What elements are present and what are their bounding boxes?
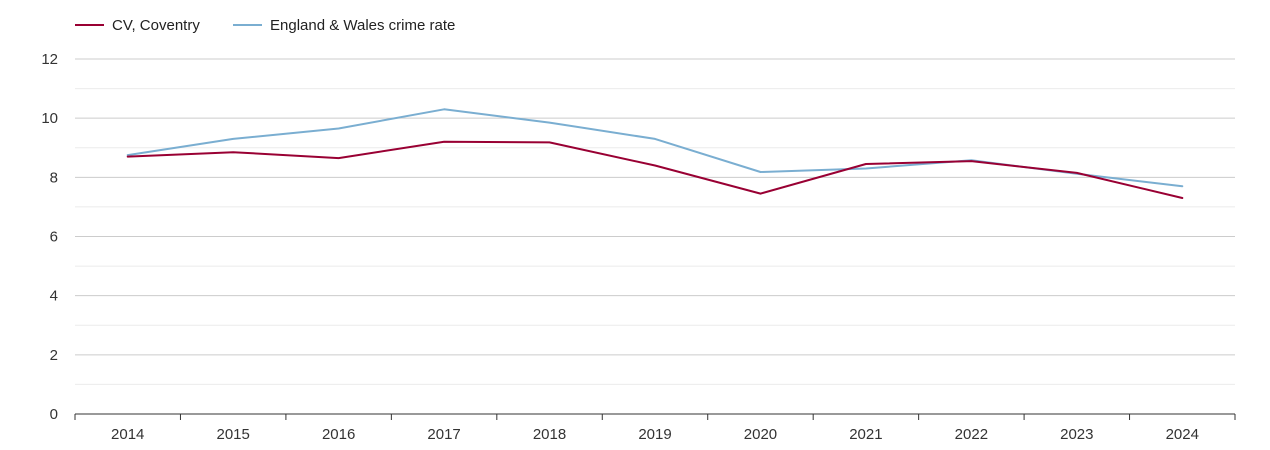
y-tick-label: 8 (50, 169, 58, 186)
legend-item-coventry: CV, Coventry (75, 17, 200, 34)
x-tick-label: 2022 (955, 426, 988, 443)
x-tick-label: 2016 (322, 426, 355, 443)
x-tick-label: 2020 (744, 426, 777, 443)
x-tick-label: 2021 (849, 426, 882, 443)
y-tick-label: 12 (41, 51, 58, 68)
legend-item-england-wales: England & Wales crime rate (233, 17, 455, 34)
grid (75, 58, 1235, 385)
x-tick-label: 2019 (638, 426, 671, 443)
x-tick-label: 2017 (427, 426, 460, 443)
y-tick-label: 2 (50, 347, 58, 364)
x-tick-label: 2024 (1166, 426, 1199, 443)
y-axis: 0 2 4 6 8 10 12 (41, 51, 58, 423)
y-tick-label: 6 (50, 229, 58, 246)
series-line-coventry (126, 140, 1184, 199)
x-tick-label: 2023 (1060, 426, 1093, 443)
x-tick-label: 2015 (216, 426, 249, 443)
legend-label-coventry: CV, Coventry (112, 17, 200, 34)
y-tick-label: 0 (50, 406, 58, 423)
legend-label-england-wales: England & Wales crime rate (270, 17, 455, 34)
y-tick-label: 10 (41, 110, 58, 127)
x-axis: 2014 2015 2016 2017 2018 2019 2020 2021 2022 2023… (74, 413, 1236, 443)
x-tick-label: 2014 (111, 426, 144, 443)
x-tick-label: 2018 (533, 426, 566, 443)
legend: CV, Coventry England & Wales crime rate (75, 17, 455, 34)
series-group (126, 108, 1184, 199)
y-tick-label: 4 (50, 288, 58, 305)
